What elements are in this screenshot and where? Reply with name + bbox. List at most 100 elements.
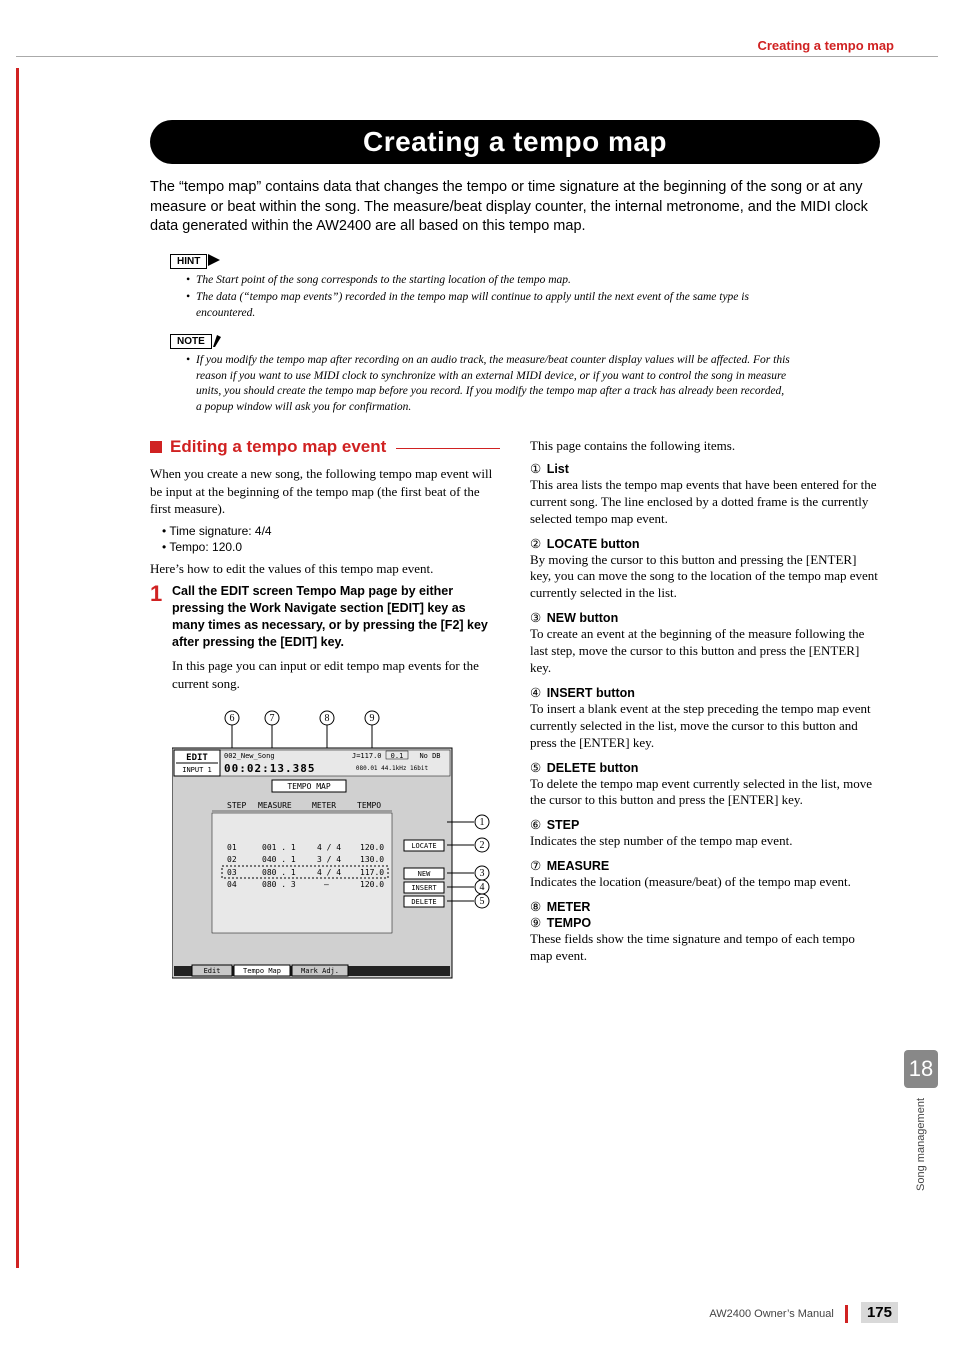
step-sub: In this page you can input or edit tempo… [172,657,500,692]
intro-paragraph: The “tempo map” contains data that chang… [150,178,880,237]
svg-text:080 . 1: 080 . 1 [262,868,296,877]
section-square-icon [150,441,162,453]
item-title: METER [547,900,591,914]
svg-text:Mark Adj.: Mark Adj. [301,967,339,975]
lcd-screenshot: 6 7 8 9 EDIT IN [172,710,492,1000]
paragraph: Here’s how to edit the values of this te… [150,560,500,578]
note-label: NOTE [170,334,212,349]
paragraph: This page contains the following items. [530,437,880,455]
svg-text:Tempo Map: Tempo Map [243,967,281,975]
lcd-nodb: No DB [419,752,440,760]
note-bullet: •If you modify the tempo map after recor… [186,353,790,415]
chapter-tab: 18 Song management [904,1050,938,1191]
note-bullet-text: If you modify the tempo map after record… [196,353,790,415]
left-margin-bar [16,68,19,1268]
svg-text:03: 03 [227,868,237,877]
col-measure: MEASURE [258,801,292,810]
item-title: List [547,462,569,476]
item-number: ⑤ [530,760,541,776]
list-item: • Tempo: 120.0 [162,540,500,554]
item-body: To create an event at the beginning of t… [530,626,880,677]
lcd-tab-label: TEMPO MAP [287,782,331,791]
chapter-label: Song management [915,1098,927,1191]
hint-bullet: •The Start point of the song corresponds… [186,273,790,289]
title-banner: Creating a tempo map [150,120,880,164]
page-number: 175 [861,1302,898,1323]
svg-text:–: – [324,880,329,889]
item-number: ⑦ [530,858,541,874]
hint-bullet-text: The Start point of the song corresponds … [196,273,571,289]
note-pencil-icon [213,333,225,347]
svg-text:120.0: 120.0 [360,843,384,852]
item-number: ③ [530,610,541,626]
lcd-input-label: INPUT 1 [182,766,212,774]
item-body: To insert a blank event at the step prec… [530,701,880,752]
svg-text:130.0: 130.0 [360,855,384,864]
hint-callout: HINT •The Start point of the song corres… [170,251,790,322]
item-body: This area lists the tempo map events tha… [530,477,880,528]
svg-text:1: 1 [480,817,485,828]
svg-text:04: 04 [227,880,237,889]
step-1: 1 Call the EDIT screen Tempo Map page by… [150,583,500,651]
list-item-text: Tempo: 120.0 [169,540,242,554]
lcd-rate: 080.01 44.1kHz 16bit [356,765,429,772]
item-number: ① [530,461,541,477]
item-title: MEASURE [547,859,610,873]
item-list: ① List This area lists the tempo map eve… [530,461,880,528]
item-title: NEW button [547,611,619,625]
item-number: ⑨ [530,915,541,931]
item-number: ④ [530,685,541,701]
svg-text:Edit: Edit [204,967,221,975]
svg-text:02: 02 [227,855,237,864]
hint-label: HINT [170,254,207,269]
page-title: Creating a tempo map [363,126,667,158]
svg-text:4 / 4: 4 / 4 [317,843,341,852]
svg-text:5: 5 [480,896,485,907]
page-footer: AW2400 Owner’s Manual 175 [709,1304,898,1323]
callout-7: 7 [270,713,275,724]
step-instruction: Call the EDIT screen Tempo Map page by e… [172,583,500,651]
section-heading: Editing a tempo map event [150,437,500,457]
svg-text:4 / 4: 4 / 4 [317,868,341,877]
header-rule [16,56,938,57]
item-number: ② [530,536,541,552]
svg-text:3: 3 [480,868,485,879]
item-title: INSERT button [547,686,635,700]
list-item-text: Time signature: 4/4 [169,524,271,538]
lcd-insert-button: INSERT [411,884,437,892]
svg-text:080 . 3: 080 . 3 [262,880,296,889]
col-tempo: TEMPO [357,801,381,810]
hint-bullet: •The data (“tempo map events”) recorded … [186,290,790,321]
lcd-song-name: 002_New_Song [224,752,275,760]
default-list: • Time signature: 4/4 • Tempo: 120.0 [162,524,500,554]
item-body: Indicates the step number of the tempo m… [530,833,880,850]
svg-text:2: 2 [480,840,485,851]
item-title: LOCATE button [547,537,640,551]
callout-9: 9 [370,713,375,724]
svg-text:001 . 1: 001 . 1 [262,843,296,852]
item-body: Indicates the location (measure/beat) of… [530,874,880,891]
left-column: Editing a tempo map event When you creat… [150,437,500,1000]
col-meter: METER [312,801,336,810]
col-step: STEP [227,801,246,810]
item-number: ⑥ [530,817,541,833]
chapter-number: 18 [904,1050,938,1088]
lcd-locate-button: LOCATE [411,842,436,850]
step-number: 1 [150,583,172,651]
svg-text:040 . 1: 040 . 1 [262,855,296,864]
svg-text:01: 01 [227,843,237,852]
item-body: These fields show the time signature and… [530,931,880,965]
right-column: This page contains the following items. … [530,437,880,1000]
item-number: ⑧ [530,899,541,915]
item-title: DELETE button [547,761,639,775]
section-heading-text: Editing a tempo map event [170,437,386,457]
paragraph: When you create a new song, the followin… [150,465,500,518]
lcd-new-button: NEW [418,870,431,878]
callout-6: 6 [230,713,235,724]
item-title: TEMPO [547,916,591,930]
page-body: Creating a tempo map The “tempo map” con… [150,120,880,1000]
hint-bullet-text: The data (“tempo map events”) recorded i… [196,290,790,321]
svg-text:3 / 4: 3 / 4 [317,855,341,864]
running-header: Creating a tempo map [757,38,894,53]
hint-arrow-icon [208,254,220,266]
